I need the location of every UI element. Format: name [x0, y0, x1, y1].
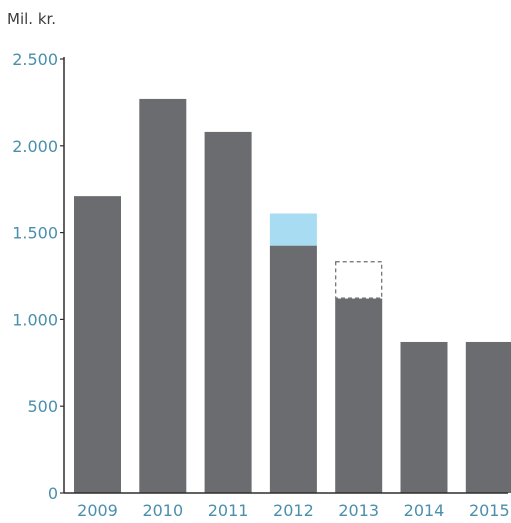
- y-tick-label: 1.500: [12, 224, 58, 243]
- x-tick-label: 2011: [208, 501, 249, 520]
- bar-2010: [139, 98, 187, 493]
- bar-extra-segments: [269, 213, 383, 299]
- bar-2015: [465, 341, 511, 493]
- bar-2013-dashed-segment: [335, 261, 383, 299]
- bars: [74, 98, 511, 494]
- x-axis-labels: 2009 2010 2011 2012 2013 2014 2015: [77, 501, 510, 520]
- x-tick-label: 2009: [77, 501, 118, 520]
- y-tick-label: 1.000: [12, 310, 58, 329]
- x-tick-label: 2015: [469, 501, 510, 520]
- bar-2012-extra-segment: [269, 213, 317, 246]
- x-tick-label: 2012: [273, 501, 314, 520]
- bar-2009: [74, 196, 121, 494]
- y-axis-ticks: 0 500 1.000 1.500 2.000 2.500: [12, 50, 64, 503]
- bar-2013: [335, 298, 383, 493]
- bar-2014: [400, 341, 448, 493]
- x-tick-label: 2014: [404, 501, 445, 520]
- bar-2012: [269, 245, 317, 493]
- bar-2011: [204, 131, 252, 494]
- y-tick-label: 500: [27, 397, 58, 416]
- y-tick-label: 2.000: [12, 137, 58, 156]
- y-tick-label: 0: [48, 484, 58, 503]
- axes: [63, 57, 508, 494]
- x-tick-label: 2013: [338, 501, 379, 520]
- y-axis-unit-label: Mil. kr.: [7, 10, 56, 28]
- x-tick-label: 2010: [142, 501, 183, 520]
- y-tick-label: 2.500: [12, 50, 58, 69]
